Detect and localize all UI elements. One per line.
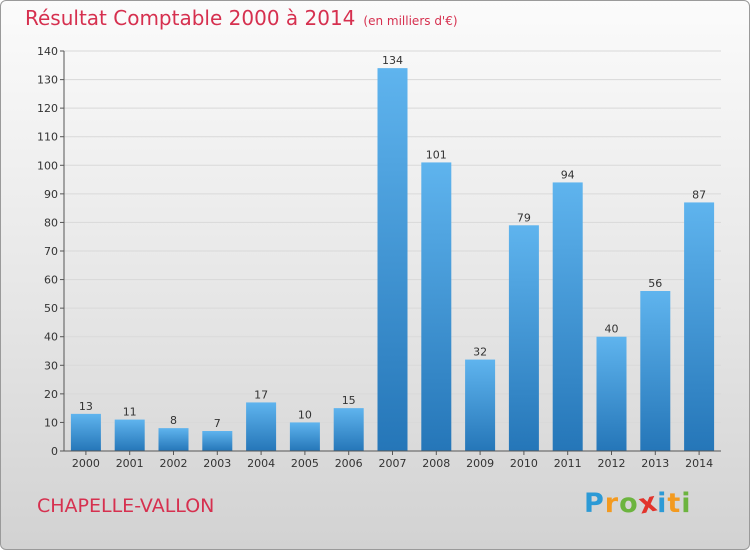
logo-letter: i <box>681 488 692 519</box>
value-label: 11 <box>123 406 137 419</box>
bar-2011 <box>552 182 583 451</box>
bar-2004 <box>246 402 277 451</box>
value-label: 87 <box>692 188 706 201</box>
y-tick-label: 30 <box>44 359 58 372</box>
value-label: 7 <box>214 417 221 430</box>
y-tick-label: 60 <box>44 274 58 287</box>
bar-2014 <box>684 202 715 451</box>
value-label: 40 <box>605 323 619 336</box>
chart-title: Résultat Comptable 2000 à 2014 (en millie… <box>25 6 458 30</box>
x-tick-label: 2012 <box>598 457 626 470</box>
value-label: 13 <box>79 400 93 413</box>
x-tick-label: 2010 <box>510 457 538 470</box>
x-tick-label: 2014 <box>685 457 713 470</box>
x-tick-label: 2008 <box>422 457 450 470</box>
logo-letter: P <box>584 488 605 519</box>
y-tick-label: 80 <box>44 216 58 229</box>
x-tick-label: 2009 <box>466 457 494 470</box>
x-tick-label: 2003 <box>203 457 231 470</box>
y-tick-label: 100 <box>37 159 58 172</box>
y-tick-label: 0 <box>51 445 58 458</box>
y-tick-label: 20 <box>44 388 58 401</box>
y-tick-label: 10 <box>44 416 58 429</box>
bar-2009 <box>465 359 496 451</box>
value-label: 8 <box>170 414 177 427</box>
x-tick-label: 2002 <box>160 457 188 470</box>
value-label: 15 <box>342 394 356 407</box>
y-tick-label: 50 <box>44 302 58 315</box>
x-tick-label: 2000 <box>72 457 100 470</box>
y-tick-label: 120 <box>37 102 58 115</box>
x-tick-label: 2001 <box>116 457 144 470</box>
axis-layer: 0 10 20 30 40 50 60 70 80 90 100 110 120 130 140 2000 20… <box>37 45 721 470</box>
bar-2013 <box>640 291 671 451</box>
bar-2012 <box>596 336 627 451</box>
bar-2005 <box>289 422 320 451</box>
bar-2006 <box>333 408 364 451</box>
proxiti-logo[interactable]: Proxiti <box>584 486 692 520</box>
x-tick-label: 2013 <box>641 457 669 470</box>
value-label: 56 <box>648 277 662 290</box>
logo-letter: o <box>619 488 639 519</box>
x-tick-label: 2007 <box>379 457 407 470</box>
bar-2008 <box>421 162 452 451</box>
chart-title-unit: (en milliers d'€) <box>363 14 458 28</box>
bar-2001 <box>114 419 145 451</box>
value-label: 134 <box>382 54 403 67</box>
x-tick-label: 2004 <box>247 457 275 470</box>
x-tick-label: 2005 <box>291 457 319 470</box>
chart-title-main: Résultat Comptable 2000 à 2014 <box>25 6 356 30</box>
value-label: 79 <box>517 211 531 224</box>
value-label: 10 <box>298 408 312 421</box>
logo-letter: t <box>667 488 682 519</box>
y-tick-label: 70 <box>44 245 58 258</box>
bar-2010 <box>508 225 539 451</box>
bar-2002 <box>158 428 189 451</box>
value-label: 32 <box>473 346 487 359</box>
logo-letter: r <box>604 488 620 519</box>
value-label: 94 <box>561 168 575 181</box>
value-label: 101 <box>426 148 447 161</box>
bar-2003 <box>202 431 233 451</box>
y-tick-label: 140 <box>37 45 58 58</box>
value-label: 17 <box>254 388 268 401</box>
x-tick-label: 2006 <box>335 457 363 470</box>
y-tick-label: 130 <box>37 74 58 87</box>
x-tick-label: 2011 <box>554 457 582 470</box>
y-tick-label: 90 <box>44 188 58 201</box>
bar-2007 <box>377 68 408 452</box>
commune-name: CHAPELLE-VALLON <box>37 495 215 517</box>
y-tick-label: 110 <box>37 131 58 144</box>
logo-letter: i <box>657 488 668 519</box>
y-tick-label: 40 <box>44 331 58 344</box>
bar-2000 <box>70 413 101 451</box>
